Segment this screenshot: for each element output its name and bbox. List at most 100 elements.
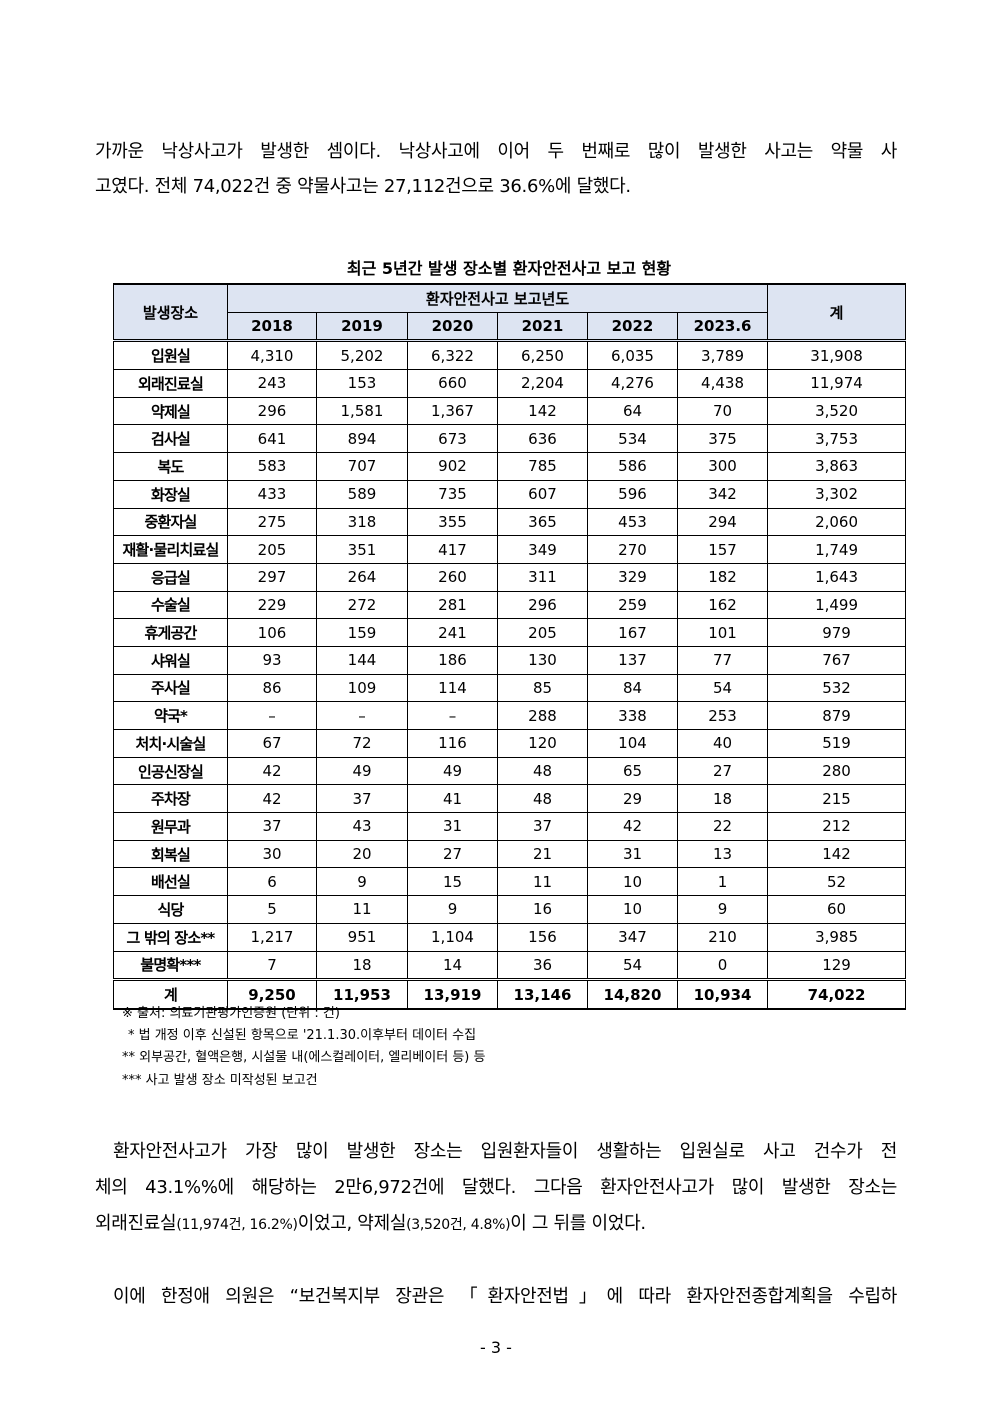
- table-cell: 4,276: [587, 369, 678, 398]
- table-row: 중환자실 275 318 355 365 453 294 2,060: [113, 507, 907, 537]
- table-cell: 288: [497, 701, 588, 730]
- table-cell: 260: [407, 562, 498, 592]
- table-cell: 복도: [113, 452, 228, 481]
- table-cell: 37: [316, 784, 408, 814]
- table-cell: 42: [227, 784, 317, 814]
- table-row: 외래진료실 243 153 660 2,204 4,276 4,438 11,974: [113, 369, 907, 398]
- table-cell: 1: [676, 867, 769, 897]
- table-cell: 13,919: [407, 978, 498, 1010]
- table-cell: 74,022: [767, 978, 907, 1010]
- table-cell: 외래진료실: [113, 369, 228, 398]
- table-cell: 수술실: [113, 590, 228, 620]
- table-row: 수술실 229 272 281 296 259 162 1,499: [113, 590, 907, 620]
- table-cell: 6,250: [497, 339, 588, 371]
- table-cell: 120: [497, 729, 588, 758]
- table-cell: 129: [767, 950, 907, 981]
- table-cell: 41: [407, 784, 498, 814]
- table-cell: 37: [497, 812, 588, 841]
- table-note: ** 외부공간, 혈액은행, 시설물 내(에스컬레이터, 엘리베이터 등) 등: [122, 1050, 486, 1065]
- table-cell: 22: [676, 812, 769, 841]
- table-row: 검사실 641 894 673 636 534 375 3,753: [113, 424, 907, 454]
- table-cell: 주차장: [113, 784, 228, 814]
- table-cell: 894: [316, 424, 408, 454]
- text-line: 체의 43.1%%에 해당하는 2만6,972건에 달했다. 그다음 환자안전사…: [95, 1177, 897, 1198]
- header-cell: 2021: [497, 311, 588, 342]
- table-cell: 186: [407, 645, 498, 675]
- table-cell: 1,643: [767, 562, 907, 592]
- table-row: 처치·시술실 67 72 116 120 104 40 519: [113, 729, 907, 758]
- table-cell: 49: [407, 756, 498, 786]
- table-cell: 3,789: [676, 339, 769, 371]
- table-cell: 5: [227, 895, 317, 924]
- table-cell: 1,367: [407, 396, 498, 426]
- table-cell: 318: [316, 507, 408, 537]
- table-cell: 11,974: [767, 369, 907, 398]
- table-cell: 264: [316, 562, 408, 592]
- table-cell: 1,581: [316, 396, 408, 426]
- table-cell: 5,202: [316, 339, 408, 371]
- table-cell: 104: [587, 729, 678, 758]
- table-cell: 54: [676, 673, 769, 703]
- table-cell: 1,104: [407, 922, 498, 952]
- table-cell: 86: [227, 673, 317, 703]
- table-cell: 42: [227, 756, 317, 786]
- header-cell: 계: [767, 283, 907, 342]
- table-cell: 153: [316, 369, 408, 398]
- table-cell: 205: [227, 535, 317, 564]
- table-cell: 입원실: [113, 339, 228, 371]
- table-cell: 불명확***: [113, 950, 228, 981]
- table-cell: 13,146: [497, 978, 588, 1010]
- table-cell: 355: [407, 507, 498, 537]
- table-cell: 중환자실: [113, 507, 228, 537]
- table-cell: 9: [407, 895, 498, 924]
- header-cell: 2018: [227, 311, 317, 342]
- table-cell: 43: [316, 812, 408, 841]
- table-cell: 1,499: [767, 590, 907, 620]
- table-cell: 84: [587, 673, 678, 703]
- table-cell: 109: [316, 673, 408, 703]
- header-cell: 2022: [587, 311, 678, 342]
- table-cell: 31: [407, 812, 498, 841]
- table-cell: 30: [227, 839, 317, 869]
- table-cell: 재활·물리치료실: [113, 535, 228, 564]
- table-cell: 16: [497, 895, 588, 924]
- table-cell: 347: [587, 922, 678, 952]
- table-cell: 101: [676, 618, 769, 647]
- table-row: 주사실 86 109 114 85 84 54 532: [113, 673, 907, 703]
- table-row: 주차장 42 37 41 48 29 18 215: [113, 784, 907, 814]
- table-row: 재활·물리치료실 205 351 417 349 270 157 1,749: [113, 535, 907, 564]
- table-cell: 화장실: [113, 479, 228, 509]
- table-cell: 735: [407, 479, 498, 509]
- table-cell: 3,302: [767, 479, 907, 509]
- table-row: 배선실 6 9 15 11 10 1 52: [113, 867, 907, 897]
- text-line: 환자안전사고가 가장 많이 발생한 장소는 입원환자들이 생활하는 입원실로 사…: [113, 1141, 897, 1162]
- table-row: 회복실 30 20 27 21 31 13 142: [113, 839, 907, 869]
- table-cell: –: [407, 701, 498, 730]
- table-cell: 417: [407, 535, 498, 564]
- table-row: 약제실 296 1,581 1,367 142 64 70 3,520: [113, 396, 907, 426]
- table-cell: 1,749: [767, 535, 907, 564]
- page-number: - 3 -: [480, 1338, 512, 1357]
- table-cell: 77: [676, 645, 769, 675]
- table-note: * 법 개정 이후 신설된 항목으로 '21.1.30.이후부터 데이터 수집: [128, 1028, 477, 1043]
- header-cell: 2023.6: [676, 311, 769, 342]
- table-cell: 6,322: [407, 339, 498, 371]
- table-cell: 297: [227, 562, 317, 592]
- table-cell: 9: [676, 895, 769, 924]
- table-cell: 329: [587, 562, 678, 592]
- table-cell: 원무과: [113, 812, 228, 841]
- table-cell: 534: [587, 424, 678, 454]
- table-cell: 3,985: [767, 922, 907, 952]
- table-cell: 349: [497, 535, 588, 564]
- table-cell: 673: [407, 424, 498, 454]
- table-cell: 641: [227, 424, 317, 454]
- table-cell: 7: [227, 950, 317, 981]
- table-cell: 27: [407, 839, 498, 869]
- table-cell: 583: [227, 452, 317, 481]
- table-cell: 229: [227, 590, 317, 620]
- table-cell: 4,438: [676, 369, 769, 398]
- header-row: 2018 2019 2020 2021 2022 2023.6: [114, 311, 906, 342]
- table-cell: 29: [587, 784, 678, 814]
- table-cell: 365: [497, 507, 588, 537]
- table-cell: 10,934: [676, 978, 769, 1010]
